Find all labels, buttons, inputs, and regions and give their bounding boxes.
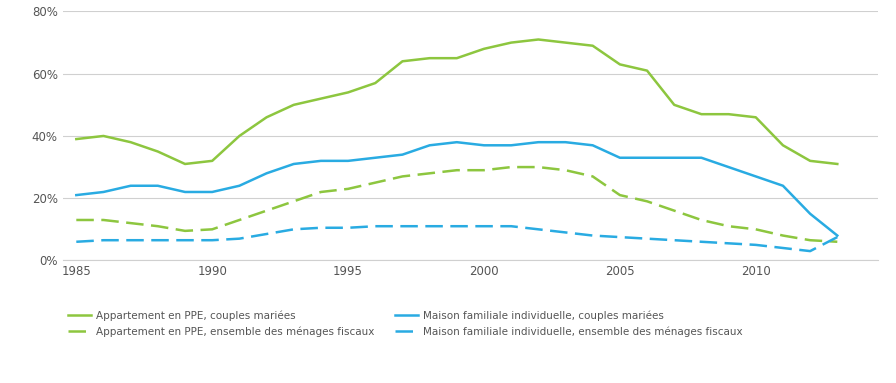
Legend: Appartement en PPE, couples mariées, Appartement en PPE, ensemble des ménages fi: Appartement en PPE, couples mariées, App… xyxy=(68,311,743,337)
